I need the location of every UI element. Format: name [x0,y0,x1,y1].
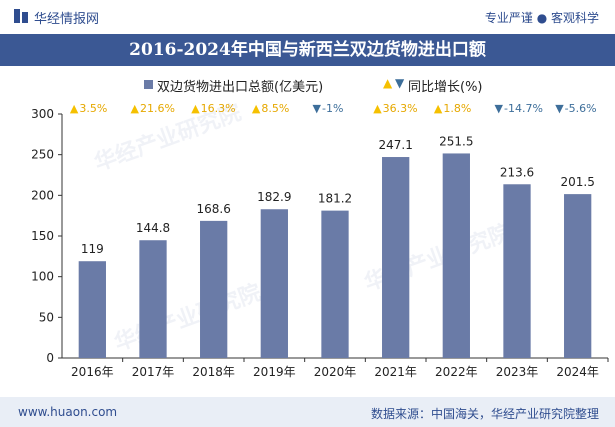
growth-label: -5.6% [565,102,597,115]
y-tick-label: 300 [31,107,54,121]
growth-up-triangle-icon: ▲ [131,102,140,115]
x-tick-label: 2016年 [71,365,114,379]
bar [503,184,531,358]
slogan: 专业严谨 ● 客观科学 [484,11,599,25]
footer: www.huaon.com 数据来源：中国海关，华经产业研究院整理 [0,397,615,427]
huajing-logo-icon [14,9,28,23]
bar-value-label: 201.5 [560,175,594,189]
bar [78,261,106,358]
y-tick-label: 0 [46,351,54,365]
growth-down-triangle-icon: ▼ [495,102,504,115]
bar-value-label: 247.1 [378,138,412,152]
y-tick-label: 150 [31,229,54,243]
bar-value-label: 168.6 [196,202,230,216]
growth-up-triangle-icon: ▲ [191,102,200,115]
growth-up-triangle-icon: ▲ [70,102,79,115]
brand-name: 华经情报网 [34,12,100,27]
growth-label: 36.3% [383,102,418,115]
growth-label: 21.6% [140,102,175,115]
bar-value-label: 213.6 [500,165,534,179]
bar-value-label: 181.2 [318,192,352,206]
legend-bar-label: 双边货物进出口总额(亿美元) [157,80,324,95]
x-tick-label: 2020年 [314,365,357,379]
legend: 双边货物进出口总额(亿美元) ▲ ▼ 同比增长(%) [0,76,615,95]
growth-label: 3.5% [79,102,107,115]
growth-label: 16.3% [201,102,236,115]
growth-down-triangle-icon: ▼ [555,102,564,115]
bar [564,194,592,358]
x-tick-label: 2017年 [132,365,175,379]
legend-growth-label: 同比增长(%) [408,80,483,95]
legend-bar-swatch [144,80,153,89]
growth-label: -14.7% [504,102,543,115]
growth-up-triangle-icon: ▲ [373,102,382,115]
bar [139,240,167,358]
x-tick-label: 2023年 [496,365,539,379]
top-bar: 华经情报网 专业严谨 ● 客观科学 [0,0,615,34]
y-tick-label: 200 [31,188,54,202]
x-tick-label: 2018年 [192,365,235,379]
x-tick-label: 2024年 [556,365,599,379]
bar [382,157,410,358]
legend-down-triangle-icon: ▼ [395,76,405,90]
bar [260,209,288,358]
legend-up-triangle-icon: ▲ [383,76,393,90]
growth-label: 8.5% [261,102,289,115]
y-tick-label: 100 [31,270,54,284]
growth-label: -1% [322,102,343,115]
bar-value-label: 119 [81,242,104,256]
data-source: 数据来源：中国海关，华经产业研究院整理 [370,407,599,421]
site-url[interactable]: www.huaon.com [18,405,118,419]
y-tick-label: 250 [31,148,54,162]
bar [442,153,470,358]
bar-value-label: 144.8 [136,221,170,235]
bar [200,220,228,358]
y-tick-label: 50 [39,310,54,324]
growth-up-triangle-icon: ▲ [434,102,443,115]
growth-up-triangle-icon: ▲ [252,102,261,115]
growth-down-triangle-icon: ▼ [313,102,322,115]
bar [321,210,349,358]
x-tick-label: 2019年 [253,365,296,379]
bar-value-label: 182.9 [257,190,291,204]
growth-label: 1.8% [443,102,471,115]
x-tick-label: 2021年 [374,365,417,379]
chart-title: 2016-2024年中国与新西兰双边货物进出口额 [129,40,486,60]
bar-value-label: 251.5 [439,134,473,148]
title-bar: 2016-2024年中国与新西兰双边货物进出口额 [0,34,615,66]
x-tick-label: 2022年 [435,365,478,379]
